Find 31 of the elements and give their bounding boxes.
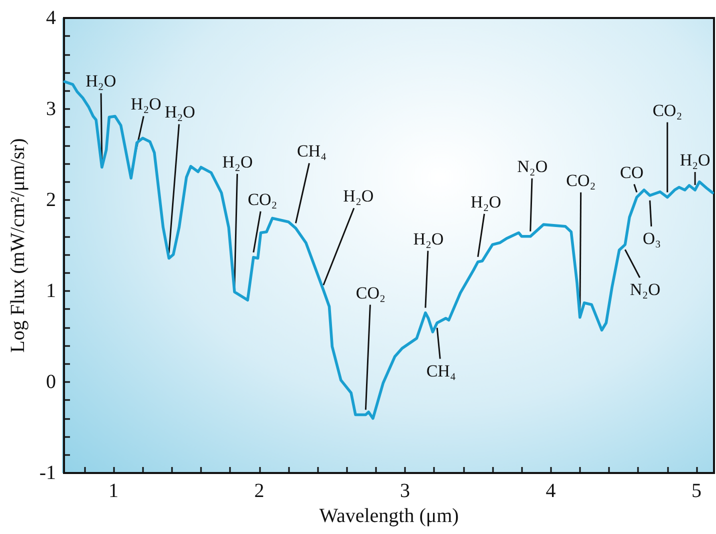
annotation: N₂O [630,280,660,300]
x-tick-label: 4 [546,480,556,502]
annotation: N₂O [517,156,548,176]
x-tick-label: 2 [254,480,264,502]
y-tick-label: 4 [46,7,56,29]
y-tick-label: 2 [46,189,56,211]
annotation: CO [620,162,644,182]
y-tick-label: 0 [46,371,56,393]
annotation: O₃ [642,228,662,248]
annotation: H₂O [222,152,253,172]
y-tick-label: 3 [46,98,56,120]
y-tick-label: -1 [39,462,56,484]
annotation: CO₂ [652,100,682,120]
annotation: H₂O [680,150,710,170]
annotation: H₂O [130,94,162,114]
annotation: H₂O [413,229,444,248]
annotation: H₂O [164,102,196,122]
x-tick-label: 3 [400,480,410,502]
annotation: CO₂ [248,190,278,209]
annotation: H₂O [86,72,116,91]
x-axis-title: Wavelength (μm) [319,504,459,527]
annotation: H₂O [470,192,502,212]
y-axis-title: Log Flux (mW/cm²/μm/sr) [7,138,29,353]
x-tick-label: 1 [108,480,119,502]
annotation: CO₂ [566,170,596,190]
annotation: H₂O [343,186,374,206]
annotation: CH₄ [426,361,456,380]
y-tick-label: 1 [46,280,56,302]
x-tick-label: 5 [692,480,702,502]
annotation: CH₄ [296,142,327,161]
annotation: CO₂ [356,283,386,302]
